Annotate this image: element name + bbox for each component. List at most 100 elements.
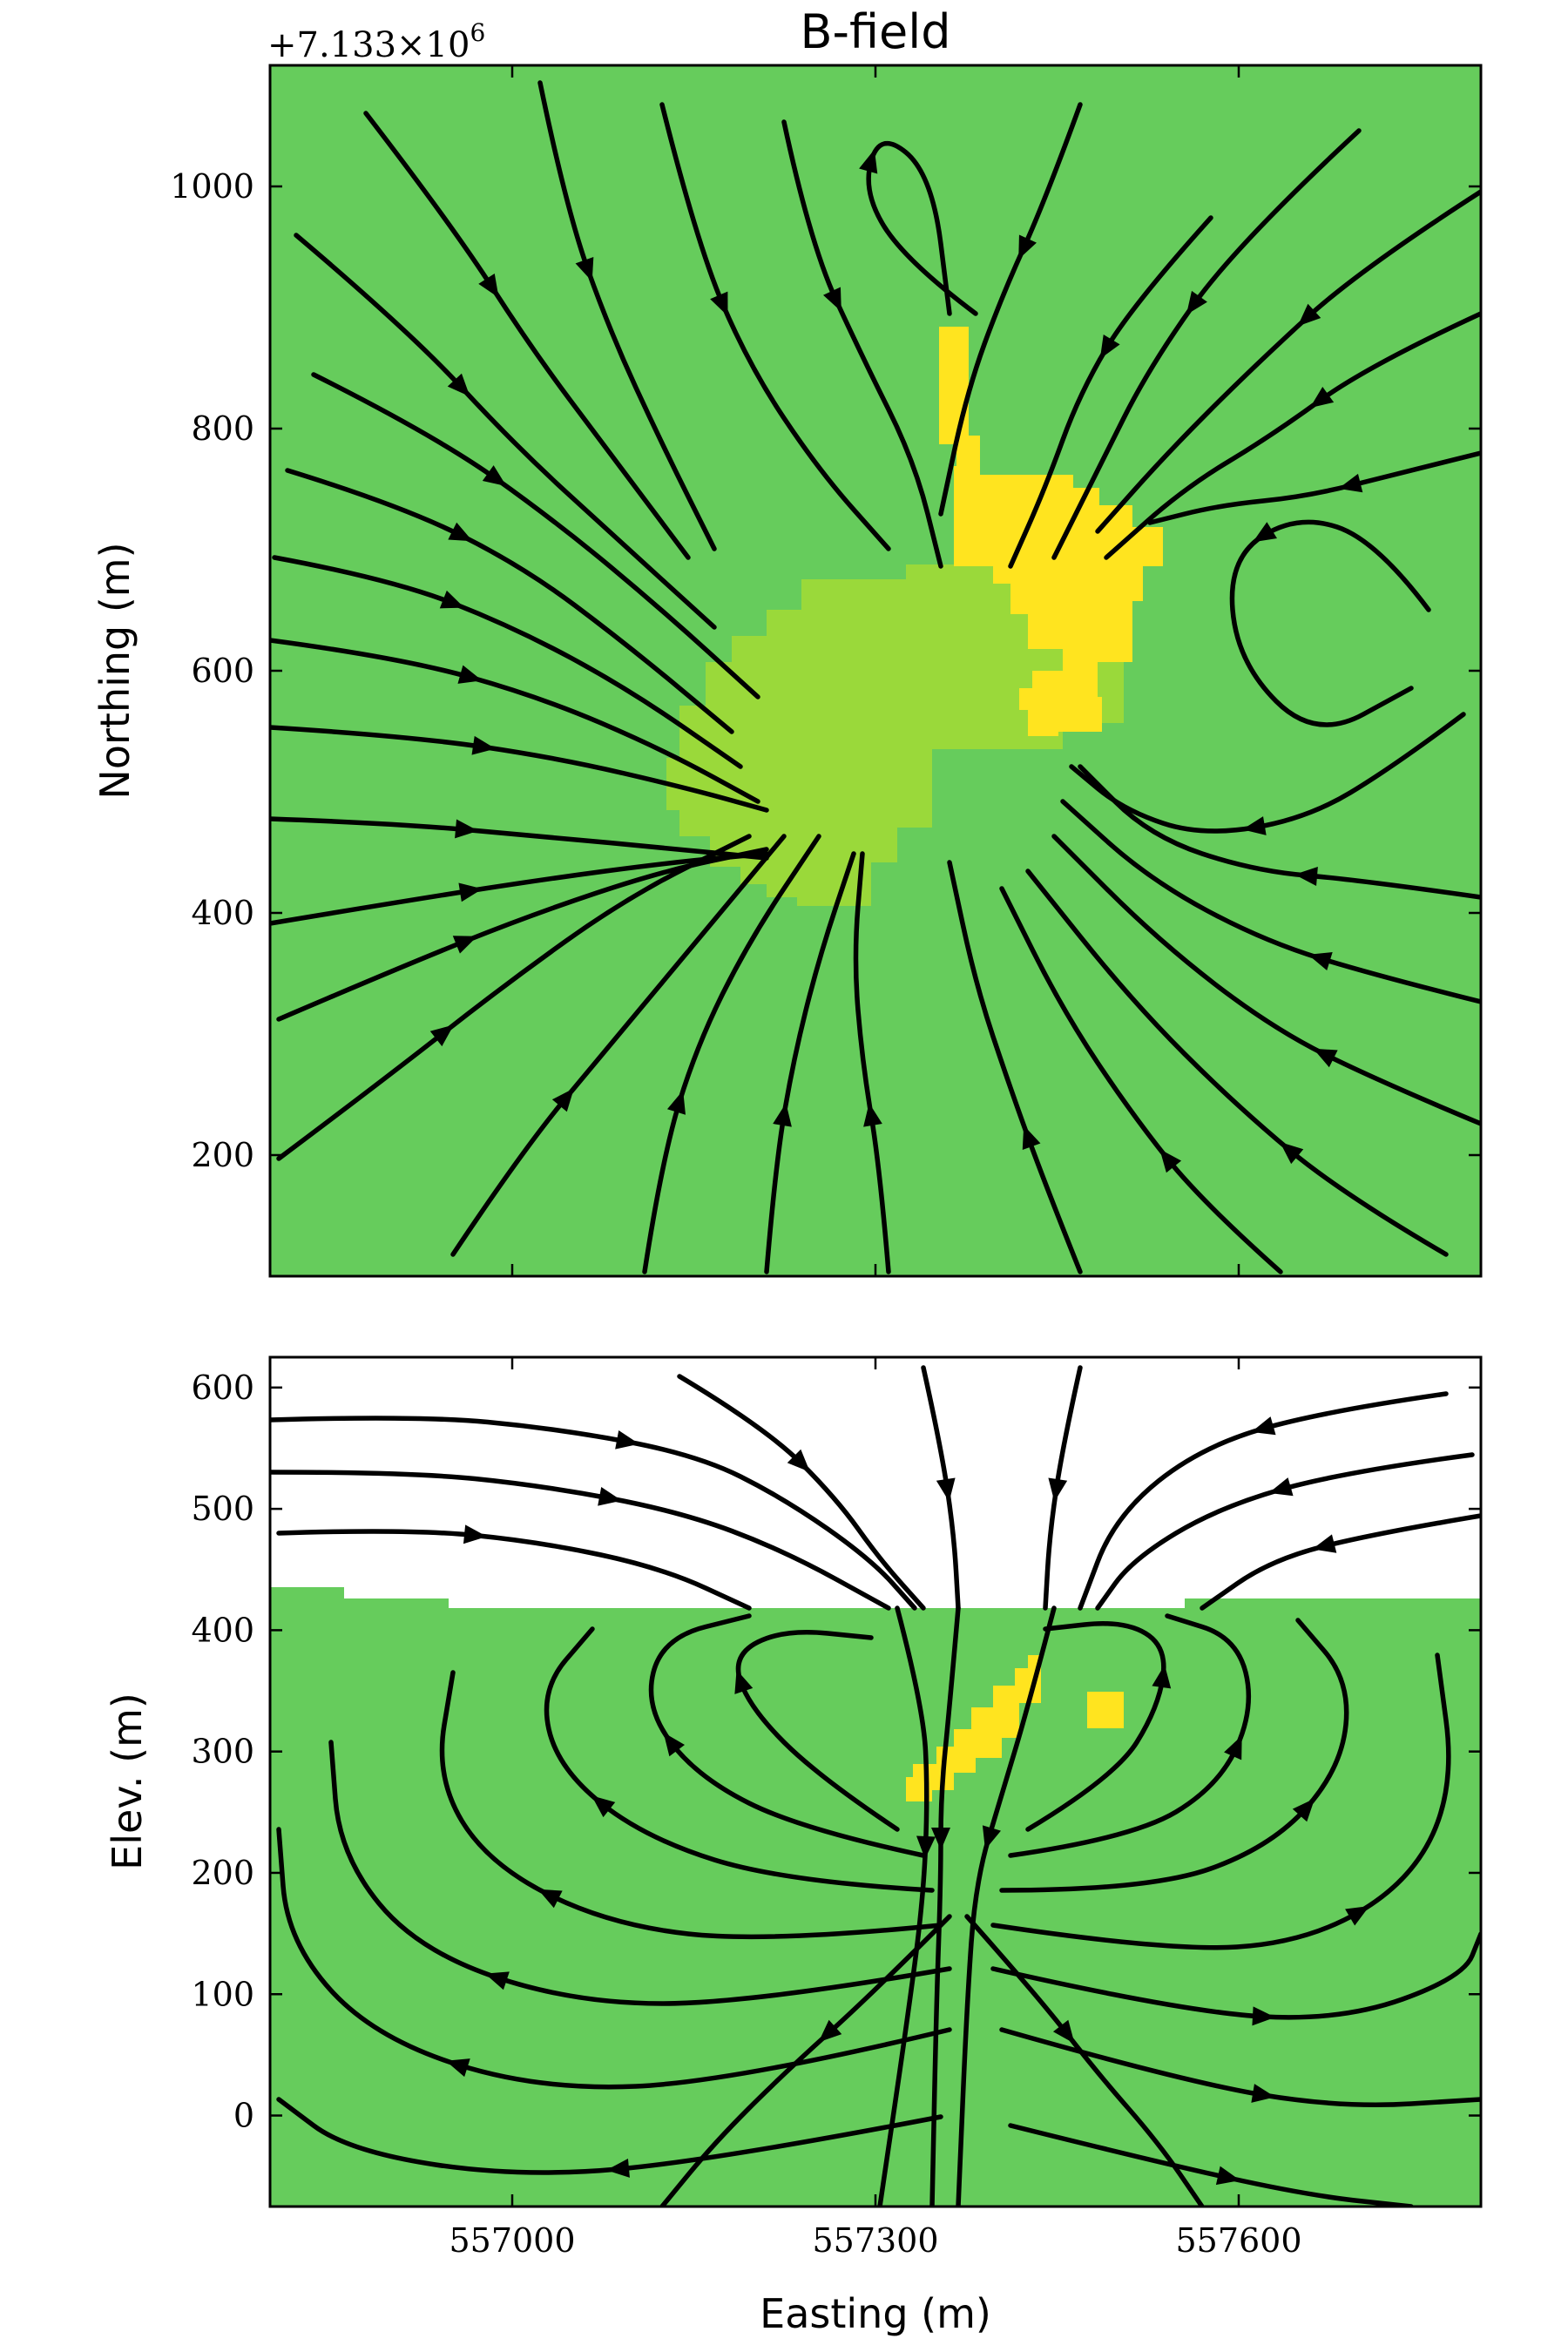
plan-arrowhead bbox=[1338, 473, 1363, 493]
y-tick-label: 200 bbox=[191, 1854, 254, 1892]
plan-arrowhead bbox=[859, 149, 878, 174]
plan-streamline bbox=[781, 119, 943, 569]
section-streamline bbox=[964, 1914, 1205, 2207]
plan-arrowhead bbox=[1022, 1125, 1041, 1151]
plan-arrowhead bbox=[1242, 816, 1267, 835]
plan-arrowhead bbox=[1294, 867, 1318, 886]
y-tick-label: 500 bbox=[191, 1490, 254, 1528]
y-tick-label: 0 bbox=[233, 2097, 254, 2135]
plan-streamline bbox=[1229, 519, 1431, 727]
section-view-panel: 0 100 200 300 400 500 600 557000 557300 557600 El… bbox=[104, 1355, 1483, 2337]
section-streamline bbox=[328, 1740, 952, 2006]
section-streamline bbox=[270, 1416, 917, 1611]
plan-arrowhead bbox=[452, 936, 477, 954]
plan-ticks: 200 400 600 800 1000 bbox=[170, 65, 1481, 1276]
y-tick-label: 100 bbox=[191, 1975, 254, 2013]
plan-streamline bbox=[1078, 764, 1481, 900]
y-offset-mantissa: +7.133×10 bbox=[267, 25, 470, 65]
section-streamline bbox=[439, 1670, 943, 1940]
plan-arrowhead bbox=[1018, 234, 1037, 260]
section-streamline bbox=[1095, 1452, 1475, 1611]
section-streamline bbox=[276, 1827, 952, 2090]
plan-arrowhead bbox=[457, 665, 483, 684]
plan-arrowhead bbox=[447, 373, 470, 397]
section-y-axis-title: Elev. (m) bbox=[104, 1693, 151, 1870]
plan-arrowhead bbox=[455, 819, 478, 839]
plan-streamline bbox=[1051, 128, 1362, 560]
plan-streamline bbox=[285, 468, 734, 734]
plan-streamline bbox=[938, 102, 1083, 517]
plan-streamline bbox=[853, 851, 891, 1274]
plan-streamline bbox=[659, 102, 891, 551]
section-arrowhead bbox=[598, 1486, 622, 1506]
plan-arrowhead bbox=[1099, 335, 1120, 360]
section-arrowhead bbox=[1312, 1534, 1337, 1553]
section-arrowhead bbox=[445, 2058, 470, 2078]
plan-arrowhead bbox=[448, 522, 473, 542]
plan-streamline bbox=[276, 834, 752, 1161]
plan-arrowhead bbox=[458, 882, 483, 902]
plan-streamline bbox=[270, 851, 769, 926]
section-arrowhead bbox=[1268, 1477, 1294, 1497]
plan-arrowhead bbox=[1186, 290, 1207, 315]
plan-view-panel: 200 400 600 800 1000 Northing (m) bbox=[91, 64, 1483, 1278]
section-arrowhead bbox=[916, 1835, 936, 1859]
plan-streamline bbox=[270, 638, 760, 804]
plan-arrowhead bbox=[551, 1088, 574, 1112]
plan-arrowhead bbox=[575, 256, 594, 282]
section-arrowhead bbox=[982, 1825, 1001, 1850]
section-arrowhead bbox=[615, 1429, 639, 1450]
section-arrowhead bbox=[1252, 2006, 1275, 2026]
section-arrowhead bbox=[1215, 2166, 1240, 2186]
plan-y-axis-title: Northing (m) bbox=[91, 542, 139, 799]
plan-arrowhead bbox=[1309, 387, 1335, 409]
plan-streamline bbox=[272, 555, 743, 769]
plan-streamline bbox=[999, 886, 1283, 1274]
plan-arrowhead bbox=[1159, 1149, 1182, 1173]
plan-streamline bbox=[947, 860, 1083, 1274]
section-streamline bbox=[544, 1626, 935, 1893]
plan-streamline bbox=[537, 80, 717, 551]
plan-arrowhead bbox=[482, 465, 507, 487]
y-tick-label: 400 bbox=[191, 1611, 254, 1649]
x-tick-label: 557000 bbox=[449, 2221, 575, 2260]
plan-streamline bbox=[1104, 311, 1481, 560]
section-streamline bbox=[1078, 1391, 1449, 1611]
plan-arrowhead bbox=[1280, 1142, 1304, 1165]
section-streamline bbox=[677, 1374, 926, 1611]
y-offset-label: +7.133×106 bbox=[267, 18, 485, 65]
section-arrowhead bbox=[1152, 1665, 1172, 1689]
section-streamline bbox=[659, 1914, 952, 2207]
plan-arrowhead bbox=[1313, 1048, 1338, 1068]
section-anomaly-group bbox=[906, 1655, 1124, 1801]
section-streamline bbox=[648, 1613, 926, 1858]
plan-streamline bbox=[450, 834, 787, 1257]
y-tick-label: 400 bbox=[191, 894, 254, 932]
section-arrowhead bbox=[1052, 2019, 1075, 2044]
y-offset-exponent: 6 bbox=[470, 18, 485, 47]
section-high-anomaly-small bbox=[1087, 1692, 1124, 1728]
plan-high-anomaly bbox=[939, 327, 1163, 736]
section-arrowhead bbox=[787, 1449, 810, 1472]
plan-arrowhead bbox=[863, 1103, 882, 1127]
section-arrowhead bbox=[463, 1524, 487, 1544]
plan-arrowhead bbox=[1308, 952, 1333, 971]
plan-arrowhead bbox=[822, 287, 841, 312]
y-tick-label: 300 bbox=[191, 1733, 254, 1771]
plan-mid-anomaly bbox=[666, 547, 1124, 906]
section-streamline bbox=[276, 2097, 943, 2175]
y-tick-label: 600 bbox=[191, 652, 254, 690]
section-arrowhead bbox=[663, 1732, 685, 1757]
y-tick-label: 200 bbox=[191, 1136, 254, 1174]
plan-streamline bbox=[363, 111, 691, 560]
plan-streamline bbox=[1060, 799, 1481, 1004]
plan-streamline bbox=[764, 851, 856, 1274]
plan-arrowhead bbox=[1253, 522, 1278, 543]
plan-streamline bbox=[1051, 834, 1481, 1126]
section-arrowhead bbox=[1251, 2084, 1275, 2103]
plan-streamline bbox=[270, 725, 769, 813]
y-tick-label: 800 bbox=[191, 409, 254, 448]
plan-streamline bbox=[1095, 189, 1481, 534]
section-arrowhead bbox=[818, 2019, 842, 2043]
plan-streamline bbox=[642, 834, 821, 1274]
